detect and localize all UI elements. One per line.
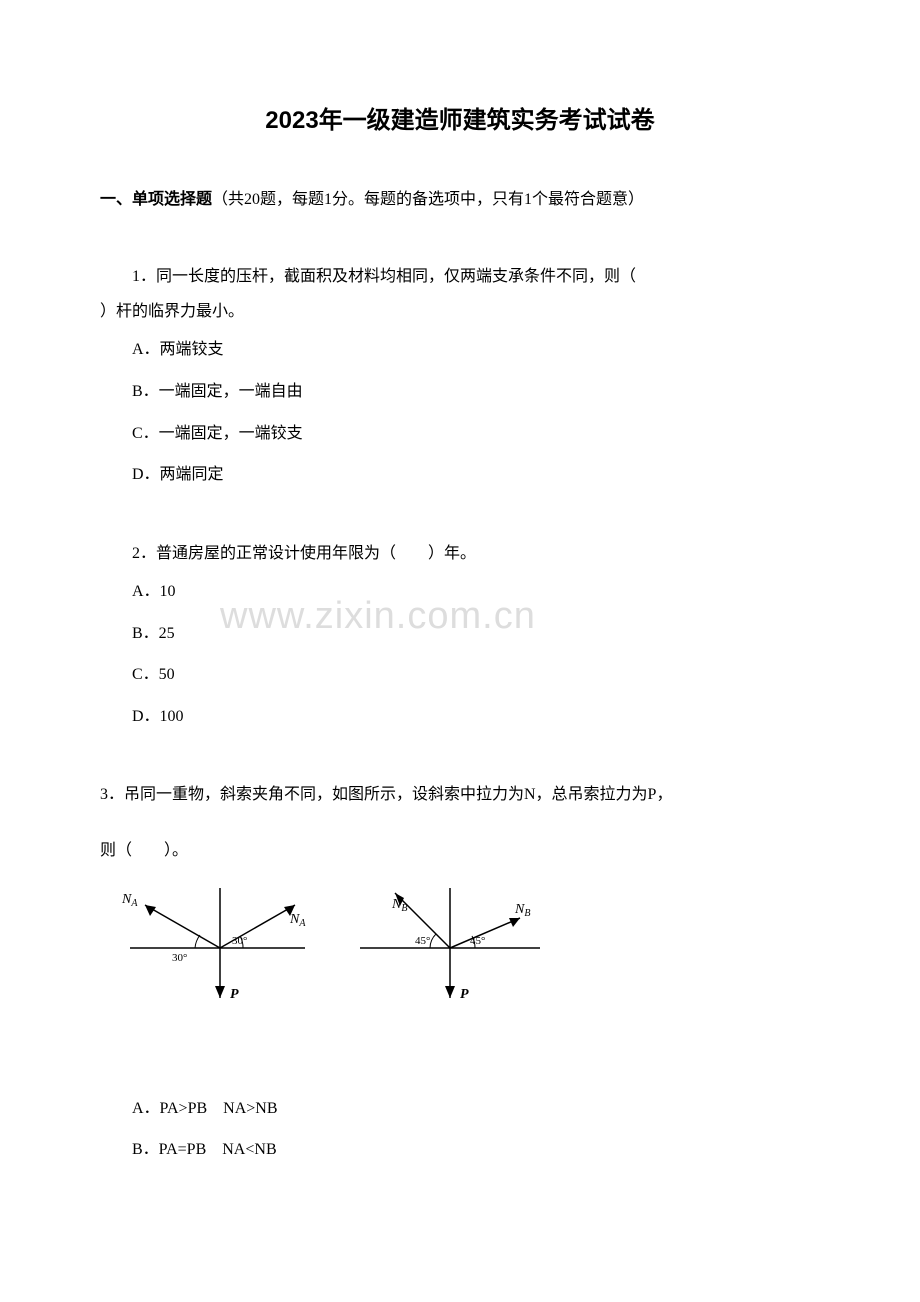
svg-text:30°: 30° [172,952,187,964]
q1-option-b: B．一端固定，一端自由 [100,371,820,413]
svg-text:NB: NB [514,902,530,919]
svg-text:NA: NA [121,892,138,909]
q1-text-line1: 1．同一长度的压杆，截面积及材料均相同，仅两端支承条件不同，则（ [100,259,820,294]
q3-option-a: A．PA>PB NA>NB [100,1088,820,1130]
q3-text-line1: 3．吊同一重物，斜索夹角不同，如图所示，设斜索中拉力为N，总吊索拉力为P， [100,777,820,812]
q2-option-b: B．25 [100,613,820,655]
question-3: 3．吊同一重物，斜索夹角不同，如图所示，设斜索中拉力为N，总吊索拉力为P， 则（… [100,777,820,1171]
q3-option-b: B．PA=PB NA<NB [100,1129,820,1171]
svg-text:45°: 45° [415,935,430,947]
section-header: 一、单项选择题（共20题，每题1分。每题的备选项中，只有1个最符合题意） [100,185,820,209]
q1-option-c: C．一端固定，一端铰支 [100,413,820,455]
q1-option-d: D．两端同定 [100,454,820,496]
svg-text:30°: 30° [232,935,247,947]
q3-text-line2: 则（ ）。 [100,833,820,868]
question-1: 1．同一长度的压杆，截面积及材料均相同，仅两端支承条件不同，则（ ）杆的临界力最… [100,259,820,496]
svg-text:P: P [230,987,239,1002]
diagram-b: NB NB 45° 45° P [350,888,550,1008]
svg-text:NB: NB [391,897,407,914]
diagram-container: NA NA 30° 30° P NB NB 45° 45° P [110,888,820,1008]
q2-option-a: A．10 [100,571,820,613]
page-title: 2023年一级建造师建筑实务考试试卷 [100,100,820,135]
question-2: 2．普通房屋的正常设计使用年限为（ ）年。 A．10 B．25 C．50 D．1… [100,536,820,738]
q2-option-d: D．100 [100,696,820,738]
section-label-rest: （共20题，每题1分。每题的备选项中，只有1个最符合题意） [212,191,644,208]
diagram-a: NA NA 30° 30° P [110,888,310,1008]
svg-text:NA: NA [289,912,306,929]
section-label-bold: 一、单项选择题 [100,191,212,208]
svg-text:P: P [460,987,469,1002]
q1-option-a: A．两端铰支 [100,329,820,371]
q2-text: 2．普通房屋的正常设计使用年限为（ ）年。 [100,536,820,571]
q1-text-line2: ）杆的临界力最小。 [100,294,820,329]
q2-option-c: C．50 [100,654,820,696]
